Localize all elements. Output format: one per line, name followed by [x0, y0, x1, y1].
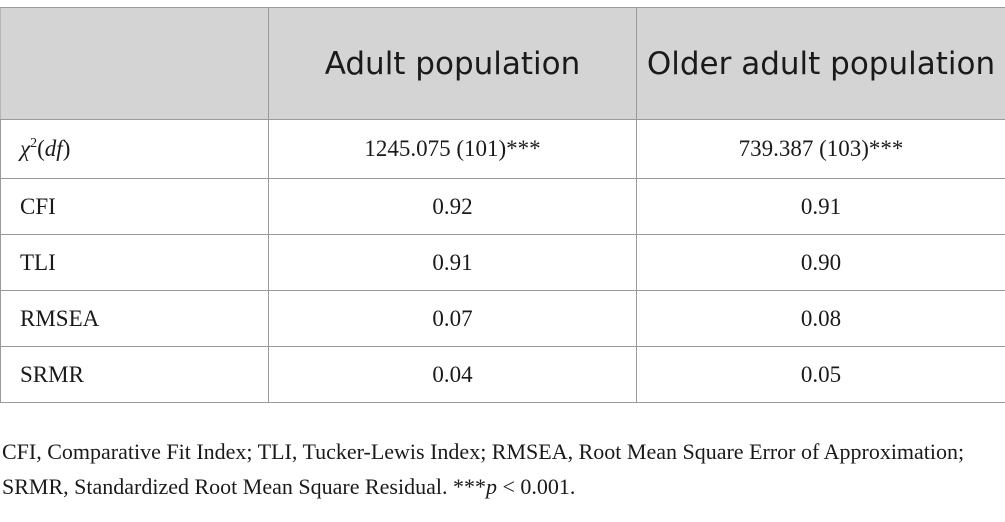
cell-older-chi-square: 739.387 (103)*** [636, 119, 1005, 179]
fit-indices-table: Adult population Older adult population … [0, 7, 1005, 403]
cell-older-rmsea: 0.08 [636, 290, 1005, 347]
row-label-srmr: SRMR [0, 346, 269, 403]
table-footnote: CFI, Comparative Fit Index; TLI, Tucker-… [2, 434, 1002, 504]
chi-superscript: 2 [30, 136, 38, 151]
row-label-rmsea: RMSEA [0, 290, 269, 347]
table-row: CFI 0.92 0.91 [0, 178, 1005, 235]
cell-adult-chi-square: 1245.075 (101)*** [268, 119, 637, 179]
footnote-p-symbol: p [485, 474, 497, 499]
cell-older-tli: 0.90 [636, 234, 1005, 291]
cell-adult-tli: 0.91 [268, 234, 637, 291]
chi-symbol: χ [20, 136, 31, 161]
table-row: TLI 0.91 0.90 [0, 234, 1005, 291]
chi-open-paren: ( [37, 136, 45, 161]
header-adult-population: Adult population [268, 7, 637, 120]
cell-adult-cfi: 0.92 [268, 178, 637, 235]
table-header-row: Adult population Older adult population [0, 7, 1005, 120]
table-row: χ2(df) 1245.075 (101)*** 739.387 (103)**… [0, 119, 1005, 179]
table-row: RMSEA 0.07 0.08 [0, 290, 1005, 347]
chi-df: df [44, 136, 63, 161]
fit-indices-table-container: Adult population Older adult population … [0, 7, 1005, 403]
header-cell-empty [0, 7, 269, 120]
cell-adult-rmsea: 0.07 [268, 290, 637, 347]
chi-close-paren: ) [62, 136, 71, 161]
footnote-p-value: < 0.001. [496, 474, 576, 499]
footnote-text: CFI, Comparative Fit Index; TLI, Tucker-… [2, 439, 965, 499]
row-label-chi-square: χ2(df) [0, 119, 269, 179]
cell-older-cfi: 0.91 [636, 178, 1005, 235]
cell-older-srmr: 0.05 [636, 346, 1005, 403]
row-label-cfi: CFI [0, 178, 269, 235]
row-label-tli: TLI [0, 234, 269, 291]
cell-adult-srmr: 0.04 [268, 346, 637, 403]
header-older-adult-population: Older adult population [636, 7, 1005, 120]
table-row: SRMR 0.04 0.05 [0, 346, 1005, 403]
